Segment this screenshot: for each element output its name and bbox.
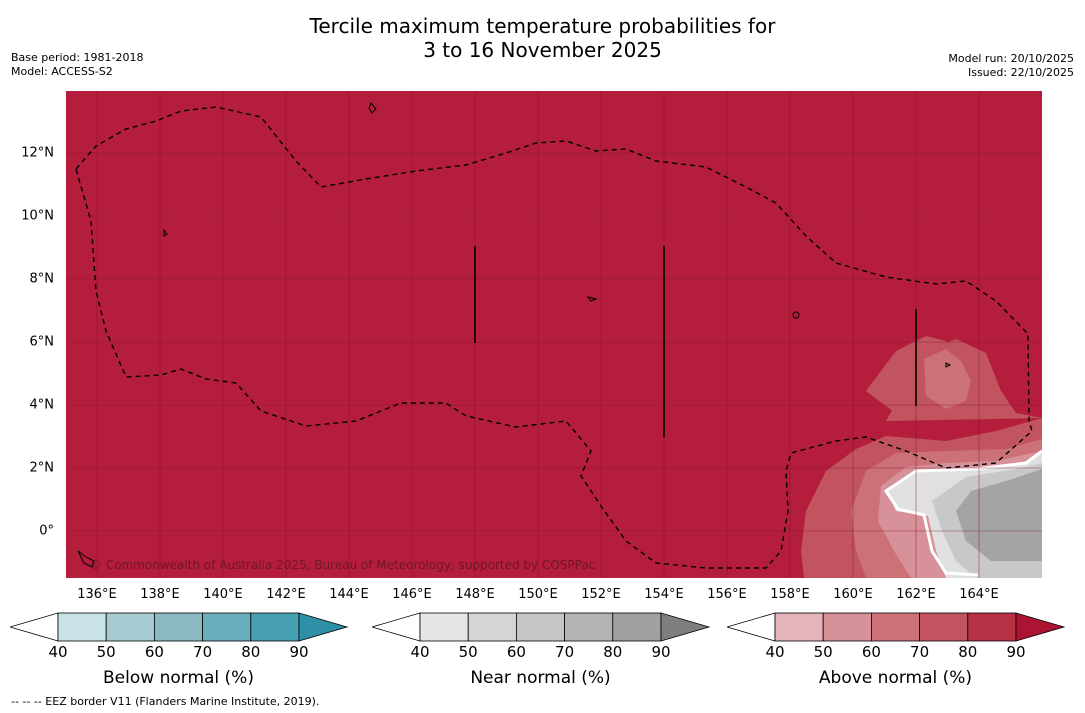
- colorbar-segment: [822, 612, 872, 642]
- y-tick-label: 10°N: [21, 208, 54, 224]
- map-svg: [66, 91, 1042, 578]
- colorbar-extend-low: [727, 612, 776, 642]
- colorbar-extend-high: [1015, 612, 1066, 642]
- x-tick-label: 142°E: [266, 587, 306, 602]
- colorbar-extend-low: [10, 612, 59, 642]
- x-tick-label: 158°E: [770, 587, 810, 602]
- x-tick-label: 162°E: [896, 587, 936, 602]
- colorbar-extend-high: [660, 612, 711, 642]
- legend-colorbar: [372, 612, 712, 644]
- contour-near-80: [956, 469, 1042, 561]
- x-tick-label: 152°E: [581, 587, 621, 602]
- meta-right: Model run: 20/10/2025 Issued: 22/10/2025: [948, 52, 1074, 80]
- legend-tick-label: 90: [289, 643, 309, 661]
- footer-text: -- -- -- EEZ border V11 (Flanders Marine…: [11, 695, 320, 708]
- colorbar-segment: [105, 612, 155, 642]
- colorbar-segment: [57, 612, 107, 642]
- colorbar-segment: [612, 612, 662, 642]
- legend-tick-label: 90: [651, 643, 671, 661]
- meta-left: Base period: 1981-2018 Model: ACCESS-S2: [11, 51, 143, 79]
- map-panel[interactable]: [66, 91, 1042, 578]
- colorbar-segment: [419, 612, 469, 642]
- y-tick-label: 0°: [39, 523, 54, 539]
- colorbar-segment: [919, 612, 969, 642]
- x-tick-label: 136°E: [77, 587, 117, 602]
- chart-title: Tercile maximum temperature probabilitie…: [0, 14, 1085, 62]
- y-tick-label: 4°N: [29, 397, 55, 413]
- colorbar-segment: [153, 612, 203, 642]
- legend-tick-label: 50: [458, 643, 478, 661]
- x-tick-label: 140°E: [203, 587, 243, 602]
- colorbar-svg: [727, 612, 1066, 642]
- eez-border: [75, 106, 1033, 569]
- legend-tick-label: 40: [48, 643, 68, 661]
- legend-tick-label: 80: [241, 643, 261, 661]
- contour-above-60-b: [924, 349, 971, 409]
- x-tick-label: 160°E: [833, 587, 873, 602]
- colorbar-svg: [372, 612, 711, 642]
- model-run-label: Model run: 20/10/2025: [948, 52, 1074, 65]
- legend-tick-label: 60: [144, 643, 164, 661]
- colorbar-extend-high: [298, 612, 349, 642]
- legend-tick-label: 70: [193, 643, 213, 661]
- x-tick-label: 148°E: [455, 587, 495, 602]
- colorbar-segment: [515, 612, 565, 642]
- issued-label: Issued: 22/10/2025: [967, 66, 1074, 79]
- legend-tick-label: 80: [958, 643, 978, 661]
- model-label: Model: ACCESS-S2: [11, 65, 113, 78]
- legend-tick-label: 50: [96, 643, 116, 661]
- x-tick-label: 154°E: [644, 587, 684, 602]
- colorbar-segment: [564, 612, 614, 642]
- x-tick-label: 144°E: [329, 587, 369, 602]
- title-line-1: Tercile maximum temperature probabilitie…: [309, 14, 776, 38]
- colorbar-segment: [967, 612, 1017, 642]
- legend-colorbar: [727, 612, 1067, 644]
- x-tick-label: 164°E: [959, 587, 999, 602]
- colorbar-segment: [202, 612, 252, 642]
- colorbar-segment: [467, 612, 517, 642]
- legend-title: Above normal (%): [818, 668, 973, 688]
- legend-colorbar: [10, 612, 350, 644]
- y-tick-label: 12°N: [21, 145, 54, 161]
- base-period-label: Base period: 1981-2018: [11, 51, 144, 64]
- legend-title: Near normal (%): [470, 668, 611, 688]
- legend-tick-label: 40: [765, 643, 785, 661]
- x-tick-label: 138°E: [140, 587, 180, 602]
- colorbar-segment: [774, 612, 824, 642]
- islands: [77, 102, 952, 568]
- colorbar-segment: [250, 612, 300, 642]
- legend-tick-label: 70: [555, 643, 575, 661]
- legend-tick-label: 50: [813, 643, 833, 661]
- y-tick-label: 2°N: [29, 460, 55, 476]
- legend-tick-label: 60: [861, 643, 881, 661]
- x-tick-label: 150°E: [518, 587, 558, 602]
- colorbar-svg: [10, 612, 349, 642]
- eez-segments: [474, 246, 917, 437]
- contour-white-line: [883, 449, 1042, 577]
- colorbar-extend-low: [372, 612, 421, 642]
- legend-title: Below normal (%): [103, 668, 254, 688]
- y-tick-label: 6°N: [29, 334, 55, 350]
- credit-text: © Commonwealth of Australia 2025, Bureau…: [90, 558, 596, 572]
- x-tick-label: 156°E: [707, 587, 747, 602]
- title-line-2: 3 to 16 November 2025: [423, 38, 662, 62]
- x-tick-label: 146°E: [392, 587, 432, 602]
- legend-tick-label: 40: [410, 643, 430, 661]
- legend-tick-label: 90: [1006, 643, 1026, 661]
- legend-tick-label: 60: [506, 643, 526, 661]
- y-tick-label: 8°N: [29, 271, 55, 287]
- legend-tick-label: 80: [603, 643, 623, 661]
- legend-tick-label: 70: [910, 643, 930, 661]
- colorbar-segment: [870, 612, 920, 642]
